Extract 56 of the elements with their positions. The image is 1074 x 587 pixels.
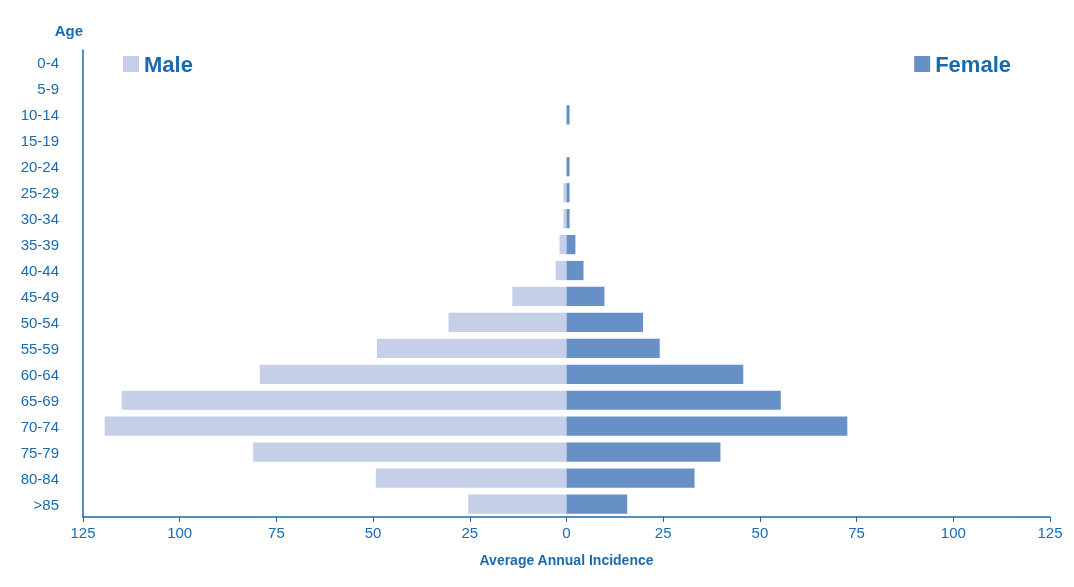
x-tick-label: 25 bbox=[461, 524, 479, 541]
bar bbox=[566, 157, 570, 177]
y-tick-label: 80-84 bbox=[20, 469, 59, 487]
bar bbox=[121, 390, 567, 410]
bar bbox=[566, 260, 584, 281]
y-tick-label: >85 bbox=[33, 495, 59, 513]
bar bbox=[376, 338, 567, 358]
bar bbox=[448, 312, 567, 333]
y-tick-label: 30-34 bbox=[20, 210, 59, 228]
bar bbox=[468, 494, 567, 514]
bar bbox=[566, 390, 781, 410]
bar bbox=[566, 364, 744, 384]
y-tick-label: 70-74 bbox=[20, 417, 59, 435]
bar bbox=[566, 442, 721, 462]
y-axis-title: Age bbox=[54, 22, 83, 39]
x-tick-label: 100 bbox=[940, 524, 966, 541]
bar bbox=[566, 338, 660, 358]
y-tick-label: 35-39 bbox=[20, 236, 59, 254]
x-tick-label: 0 bbox=[562, 524, 571, 541]
y-tick-label: 40-44 bbox=[20, 262, 59, 280]
bar bbox=[566, 416, 848, 436]
y-tick-label: 65-69 bbox=[20, 391, 59, 409]
y-tick-label: 50-54 bbox=[20, 313, 59, 331]
bar bbox=[559, 234, 567, 255]
bar bbox=[253, 442, 567, 462]
x-tick-label: 50 bbox=[364, 524, 382, 541]
y-tick-label: 20-24 bbox=[20, 158, 59, 176]
x-tick-label: 25 bbox=[654, 524, 672, 541]
y-tick-label: 10-14 bbox=[20, 106, 59, 124]
bar bbox=[512, 286, 567, 307]
bar bbox=[259, 364, 567, 384]
bar bbox=[566, 468, 695, 488]
y-tick-label: 25-29 bbox=[20, 184, 59, 202]
x-tick-label: 75 bbox=[848, 524, 865, 541]
bar bbox=[555, 260, 567, 281]
y-tick-label: 60-64 bbox=[20, 365, 59, 383]
x-tick-label: 100 bbox=[167, 524, 193, 541]
bar bbox=[566, 286, 605, 307]
y-tick-label: 45-49 bbox=[20, 287, 59, 305]
bar bbox=[104, 416, 567, 436]
y-tick-label: 5-9 bbox=[37, 80, 59, 98]
y-tick-label: 15-19 bbox=[20, 132, 59, 150]
legend-label: Male bbox=[144, 51, 193, 77]
x-tick-label: 50 bbox=[751, 524, 769, 541]
bar bbox=[375, 468, 567, 488]
x-tick-label: 125 bbox=[1037, 524, 1063, 541]
y-tick-label: 55-59 bbox=[20, 339, 59, 357]
bar bbox=[566, 105, 570, 125]
bar bbox=[566, 312, 644, 333]
y-tick-label: 0-4 bbox=[37, 54, 59, 72]
x-tick-label: 125 bbox=[70, 524, 96, 541]
x-tick-label: 75 bbox=[268, 524, 285, 541]
y-tick-label: 75-79 bbox=[20, 443, 59, 461]
x-axis-title: Average Annual Incidence bbox=[479, 552, 654, 568]
bar bbox=[566, 494, 628, 514]
legend-label: Female bbox=[935, 51, 1012, 77]
